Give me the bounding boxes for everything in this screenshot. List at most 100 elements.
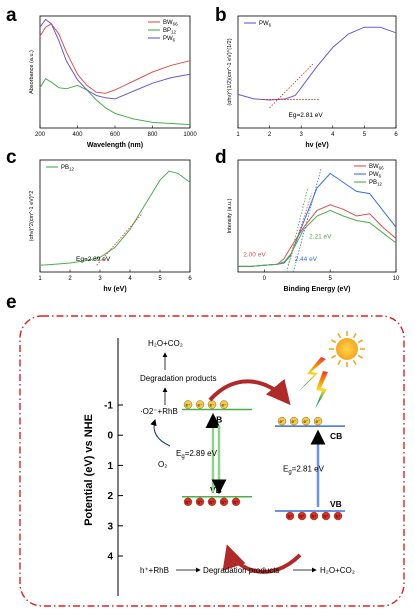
plot-frame: [237, 15, 397, 129]
x-tick-label: 0: [263, 276, 267, 282]
onset-line-pb: [286, 187, 309, 273]
legend-label: BW66: [369, 164, 384, 171]
series-line-PW6: [237, 26, 397, 101]
plot-frame: [237, 159, 397, 273]
electron: [195, 400, 205, 409]
x-tick-label: 3: [300, 132, 304, 138]
x-axis-label: Wavelength (nm): [87, 142, 143, 149]
hole-label: h⁺: [324, 514, 330, 519]
light-bolt-right-icon: [315, 371, 328, 409]
hole-label: h⁺: [186, 500, 192, 505]
tangent-line: [269, 62, 315, 109]
hole: [297, 511, 307, 521]
sun-ray: [337, 333, 342, 339]
legend-label: BW66: [163, 20, 178, 27]
bandgap-annotation: Eg=2.89 eV: [76, 256, 111, 263]
sun-ray: [357, 354, 363, 359]
electron: [183, 400, 193, 409]
onset-annotation: 2.44 eV: [295, 256, 318, 263]
bottom-product: H₂O+CO₂: [320, 566, 355, 575]
legend-label: PW6: [369, 172, 382, 179]
potential-tick-label: 3: [107, 521, 113, 532]
right-holes: h⁺ h⁺ h⁺ h⁺ h⁺: [285, 511, 343, 521]
sun-ray: [331, 339, 337, 344]
hole-label: h⁺: [210, 500, 216, 505]
legend-label: PB12: [369, 180, 383, 187]
band-diagram: -1 0 1 2 3 4 Potential (eV) vs NHE H₂O+CO₂ De…: [19, 315, 405, 607]
potential-tick-label: 2: [107, 491, 113, 502]
x-tick-label: 400: [72, 132, 83, 138]
hole: [219, 497, 229, 507]
top-product: H₂O+CO₂: [148, 339, 183, 348]
sun-ray: [331, 354, 337, 359]
electron: [277, 416, 287, 426]
x-tick-label: 600: [110, 132, 121, 138]
hole: [231, 497, 241, 507]
x-tick-label: 1: [38, 276, 42, 282]
electron-label: e⁻: [316, 419, 322, 424]
sun-icon: [329, 331, 365, 367]
potential-tick-label: 4: [107, 552, 113, 563]
panel-label-d: d: [215, 147, 227, 168]
hole-label: h⁺: [288, 514, 294, 519]
panel-label-a: a: [6, 5, 17, 26]
hole: [321, 511, 331, 521]
x-axis-label: hv (eV): [305, 142, 328, 149]
potential-tick-label: 1: [107, 461, 113, 472]
series-line-PW6: [39, 18, 191, 100]
light-bolt-left-icon: [298, 357, 326, 392]
y-axis-label: (αhv)^(1/2)(cm^-1 eV)^(1/2): [227, 38, 233, 105]
x-tick-label: 800: [147, 132, 158, 138]
y-axis-label: (αhv)^2(cm^-1 eV)^2: [29, 191, 35, 242]
series-line-PB12: [39, 170, 191, 266]
left-eg-label: Eg=2.89 eV: [176, 449, 218, 460]
chart-panel-c: 1 2 3 4 5 6 hv (eV) (αhv)^2(cm^-1 eV)^2 PB12 Eg=2…: [29, 159, 192, 293]
hole: [207, 497, 217, 507]
x-tick-label: 10: [393, 276, 400, 282]
onset-annotation: 2.00 eV: [243, 251, 266, 258]
x-tick-label: 6: [394, 132, 398, 138]
tangent-line: [96, 213, 143, 266]
x-tick-label: 6: [188, 276, 192, 282]
left-electrons: e⁻ e⁻ e⁻ e⁻: [183, 400, 229, 409]
plot-frame: [39, 159, 191, 273]
hole-label: h⁺: [222, 500, 228, 505]
sun-ray: [357, 339, 363, 344]
x-tick-label: 3: [98, 276, 102, 282]
x-tick-label: 4: [331, 132, 335, 138]
potential-ticks: -1 0 1 2 3 4: [104, 401, 123, 563]
x-tick-label: 5: [328, 276, 332, 282]
electron-label: e⁻: [186, 403, 192, 408]
bottom-degradation: Degradation products: [203, 566, 280, 575]
x-tick-label: 5: [158, 276, 162, 282]
x-axis-label: hv (eV): [103, 286, 126, 293]
electron: [289, 416, 299, 426]
x-tick-label: 200: [35, 132, 46, 138]
hole-label: h⁺: [300, 514, 306, 519]
o2-reduction-arrow: [150, 418, 171, 447]
hole-label: h⁺: [198, 500, 204, 505]
panel-label-b: b: [215, 5, 227, 26]
hole-label: h⁺: [234, 500, 240, 505]
x-tick-label: 1000: [183, 132, 197, 138]
radical-rhb: ·O2⁻+RhB: [140, 407, 178, 416]
y-axis-label: Intensity (a.u.): [227, 198, 233, 233]
hole: [333, 511, 343, 521]
right-vb-label: VB: [330, 499, 342, 509]
right-cb-label: CB: [330, 431, 342, 441]
onset-annotation: 2.21 eV: [309, 233, 332, 240]
x-tick-label: 4: [128, 276, 132, 282]
left-holes: h⁺ h⁺ h⁺ h⁺ h⁺: [183, 497, 241, 507]
y-axis-label: Absorbance (a.u.): [29, 50, 35, 94]
electron-transfer-arrow: [208, 378, 291, 406]
hole: [309, 511, 319, 521]
hole: [195, 497, 205, 507]
potential-axis-label: Potential (eV) vs NHE: [83, 414, 95, 526]
electron-label: e⁻: [292, 419, 298, 424]
hole-label: h⁺: [312, 514, 318, 519]
top-degradation: Degradation products: [140, 374, 217, 383]
hole: [285, 511, 295, 521]
hole: [183, 497, 193, 507]
sun-ray: [352, 333, 357, 339]
